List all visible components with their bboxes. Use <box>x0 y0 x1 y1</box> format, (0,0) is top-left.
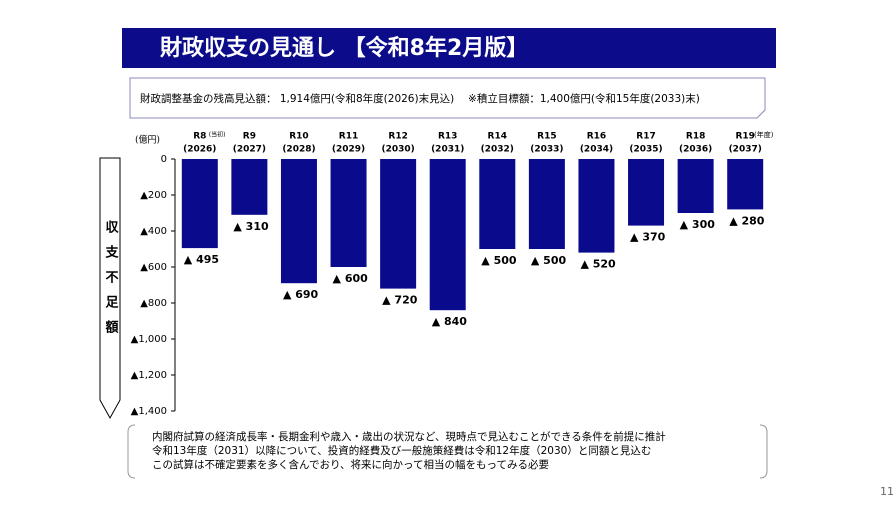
x-tick-year: (2036) <box>679 145 712 155</box>
x-tick-year: (2028) <box>282 145 315 155</box>
x-tick-label: R18 <box>686 132 705 142</box>
x-tick-year: (2033) <box>530 145 563 155</box>
value-label: ▲ 500 <box>481 254 517 267</box>
bar <box>677 159 714 213</box>
y-label-arrow <box>99 157 121 420</box>
x-tick-year: (2029) <box>332 145 365 155</box>
y-tick-label: ▲1,400 <box>131 406 167 417</box>
value-label: ▲ 840 <box>432 315 468 328</box>
subtitle: 財政調整基金の残高見込額： 1,914億円(令和8年度(2026)末見込) ※積… <box>140 92 700 105</box>
note-bracket <box>127 424 768 479</box>
x-tick-label: R9 <box>243 132 256 142</box>
value-label: ▲ 720 <box>382 294 418 307</box>
note: 内閣府試算の経済成長率・長期金利や歳入・歳出の状況など、現時点で見込むことができ… <box>152 430 666 443</box>
x-tick-year: (2026) <box>183 145 216 155</box>
value-label: ▲ 495 <box>184 253 219 266</box>
note: この試算は不確定要素を多く含んでおり、将来に向かって相当の幅をもってみる必要 <box>152 458 549 471</box>
x-tick-label: R14 <box>488 132 507 142</box>
x-tick-label: R15 <box>537 132 556 142</box>
bar <box>578 159 615 253</box>
subtitle-box <box>129 77 766 119</box>
bar <box>479 159 516 249</box>
x-tick-year: (2034) <box>580 145 613 155</box>
bar <box>727 159 764 210</box>
title-bar <box>122 28 776 68</box>
x-tick-label: R19 <box>735 132 754 142</box>
x-tick-year: (2027) <box>233 145 266 155</box>
y-tick-label: ▲200 <box>140 190 167 201</box>
y-tick-label: ▲800 <box>140 298 167 309</box>
bar <box>330 159 367 267</box>
value-label: ▲ 300 <box>680 218 716 231</box>
note: 令和13年度（2031）以降について、投資的経費及び一般施策経費は令和12年度（… <box>152 444 651 457</box>
y-tick-label: 0 <box>161 154 167 165</box>
value-label: ▲ 310 <box>233 220 269 233</box>
bar <box>231 159 268 215</box>
bar <box>528 159 565 249</box>
bar <box>280 159 317 284</box>
x-tick-label: R8 <box>193 132 206 142</box>
x-tick-year: (2030) <box>381 145 414 155</box>
x-tick-label: R13 <box>438 132 457 142</box>
x-tick-label: R10 <box>289 132 308 142</box>
category-note: (当初) <box>209 131 226 139</box>
y-tick-label: ▲600 <box>140 262 167 273</box>
value-label: ▲ 690 <box>283 288 319 301</box>
bar <box>181 159 218 249</box>
bar <box>628 159 665 226</box>
bar <box>429 159 466 311</box>
y-tick-label: ▲1,000 <box>131 334 167 345</box>
chart-title: 財政収支の見通し 【令和8年2月版】 <box>160 35 528 61</box>
value-label: ▲ 500 <box>531 254 567 267</box>
x-tick-label: R16 <box>587 132 606 142</box>
x-tick-year: (2035) <box>629 145 662 155</box>
x-tick-year: (2031) <box>431 145 464 155</box>
value-label: ▲ 520 <box>580 258 616 271</box>
y-axis-label: 収支不足額 <box>103 220 120 345</box>
y-tick-label: ▲400 <box>140 226 167 237</box>
y-unit: (億円) <box>135 134 160 146</box>
x-unit: (年度) <box>754 130 774 139</box>
y-tick-label: ▲1,200 <box>131 370 167 381</box>
value-label: ▲ 600 <box>333 272 369 285</box>
page-number: 11 <box>880 485 894 498</box>
bar <box>380 159 417 289</box>
x-tick-year: (2032) <box>481 145 514 155</box>
x-tick-label: R12 <box>388 132 407 142</box>
x-tick-label: R17 <box>636 132 655 142</box>
value-label: ▲ 370 <box>630 231 666 244</box>
x-tick-label: R11 <box>339 132 358 142</box>
value-label: ▲ 280 <box>729 214 765 227</box>
x-tick-year: (2037) <box>729 145 762 155</box>
